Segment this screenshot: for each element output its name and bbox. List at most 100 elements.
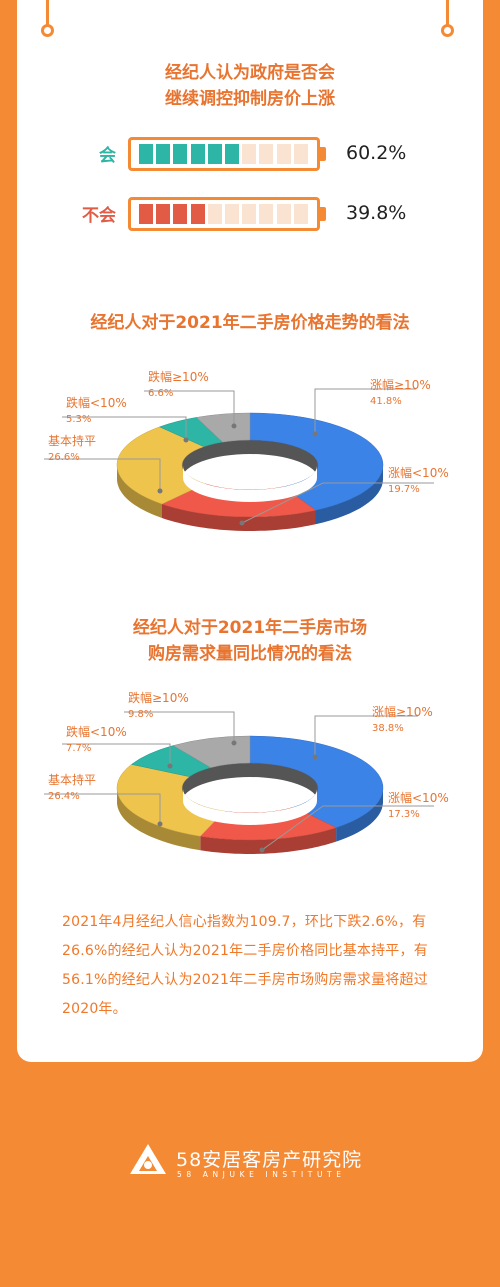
slice-value-4: 9.8% — [128, 709, 153, 720]
donut-side-0 — [336, 788, 383, 842]
slice-label-3: 跌幅<10% — [66, 395, 127, 410]
anjuke-logo-icon — [130, 1144, 166, 1174]
leader-dot-3 — [167, 763, 173, 769]
donut-slice-0 — [249, 412, 384, 511]
slice-label-4: 跌幅≥10% — [148, 369, 209, 384]
battery-segment-filled — [173, 204, 188, 224]
battery-segment-filled — [139, 204, 153, 224]
battery-segment-filled — [190, 144, 205, 164]
no-battery-cap — [320, 207, 326, 221]
slice-value-2: 26.6% — [48, 452, 80, 463]
yes-value: 60.2% — [346, 142, 407, 164]
slice-label-2: 基本持平 — [48, 433, 96, 448]
demand-donut-chart: 涨幅≥10% 38.8% 涨幅<10% 17.3% 基本持平 26.4% 跌幅<10% 7.7… — [44, 690, 449, 854]
leader-dot-4 — [231, 740, 237, 746]
donut-side-1 — [162, 504, 316, 531]
leader-line-2 — [44, 458, 161, 491]
no-value: 39.8% — [346, 202, 407, 224]
ring-connector-right — [446, 0, 449, 26]
donut-slice-0 — [249, 735, 384, 828]
slice-label-2: 基本持平 — [48, 772, 96, 787]
leader-line-0 — [314, 715, 418, 757]
donut-side-2 — [117, 787, 201, 851]
logo-subtitle: 58 ANJUKE INSTITUTE — [177, 1170, 346, 1179]
leader-dot-0 — [312, 431, 318, 437]
yes-battery-bar — [128, 137, 320, 171]
donut-side-1 — [200, 827, 337, 854]
slice-value-2: 26.4% — [48, 791, 80, 802]
slice-label-4: 跌幅≥10% — [128, 690, 189, 705]
leader-dot-3 — [183, 437, 189, 443]
slice-label-3: 跌幅<10% — [66, 724, 127, 739]
battery-segment-empty — [207, 204, 222, 224]
summary-paragraph: 2021年4月经纪人信心指数为109.7，环比下跌2.6%，有26.6%的经纪人… — [62, 914, 428, 1017]
slice-label-1: 涨幅<10% — [388, 790, 449, 805]
battery-segment-filled — [173, 144, 188, 164]
leader-dot-4 — [231, 423, 237, 429]
section1-title-line2: 继续调控抑制房价上涨 — [165, 89, 335, 109]
slice-value-3: 5.3% — [66, 414, 91, 425]
battery-segment-filled — [190, 204, 205, 224]
battery-segment-empty — [259, 204, 274, 224]
yes-battery-cap — [320, 147, 326, 161]
donut-slice-4 — [172, 735, 251, 768]
battery-segment-empty — [293, 144, 308, 164]
battery-segment-empty — [242, 144, 257, 164]
leader-line-2 — [44, 793, 161, 824]
battery-segment-empty — [276, 204, 291, 224]
donut-sides — [117, 465, 383, 531]
donut-side-2 — [117, 465, 162, 518]
price-trend-donut-chart: 涨幅≥10% 41.8% 涨幅<10% 19.7% 基本持平 26.6% 跌幅<10% 5.3… — [44, 369, 449, 531]
donut-hole-wall — [182, 440, 318, 479]
battery-segment-empty — [276, 144, 291, 164]
battery-segment-empty — [242, 204, 257, 224]
slice-label-0: 涨幅≥10% — [370, 377, 431, 392]
leader-line-3 — [62, 416, 187, 440]
battery-segment-filled — [139, 144, 153, 164]
slice-value-4: 6.6% — [148, 388, 173, 399]
leader-line-0 — [314, 388, 416, 434]
donut-hole — [183, 789, 317, 825]
leader-line-4 — [144, 390, 235, 426]
slice-value-0: 41.8% — [370, 396, 402, 407]
leader-dot-1 — [239, 520, 245, 526]
battery-segment-filled — [156, 204, 171, 224]
section1-title-line1: 经纪人认为政府是否会 — [165, 63, 335, 83]
section3-title-line1: 经纪人对于2021年二手房市场 — [132, 618, 368, 638]
leader-dot-0 — [312, 754, 318, 760]
logo-name: 58安居客房产研究院 — [176, 1149, 363, 1171]
ring-connector-left — [46, 0, 49, 26]
section2-title: 经纪人对于2021年二手房价格走势的看法 — [90, 313, 410, 333]
leader-dot-1 — [259, 847, 265, 853]
battery-segment-empty — [225, 204, 239, 224]
leader-dot-2 — [157, 821, 163, 827]
leader-line-4 — [124, 711, 235, 743]
battery-segment-filled — [207, 144, 222, 164]
leader-line-3 — [62, 743, 171, 766]
yes-label: 会 — [99, 146, 116, 166]
battery-segment-filled — [156, 144, 171, 164]
section3-title-line2: 购房需求量同比情况的看法 — [148, 644, 352, 664]
leader-line-1 — [241, 482, 434, 524]
slice-label-0: 涨幅≥10% — [372, 704, 433, 719]
slice-value-0: 38.8% — [372, 723, 404, 734]
donut-hole-wall — [182, 763, 318, 802]
slice-value-3: 7.7% — [66, 743, 91, 754]
slice-value-1: 17.3% — [388, 809, 420, 820]
slice-label-1: 涨幅<10% — [388, 465, 449, 480]
donut-slice-4 — [195, 412, 251, 443]
slice-value-1: 19.7% — [388, 484, 420, 495]
donut-sides — [117, 787, 383, 854]
no-label: 不会 — [82, 206, 116, 226]
battery-segment-empty — [293, 204, 308, 224]
no-battery-bar — [128, 197, 320, 231]
ring-hole-left — [41, 24, 54, 37]
donut-slice-2 — [116, 764, 226, 837]
donut-side-0 — [315, 465, 383, 525]
battery-segment-empty — [259, 144, 274, 164]
ring-hole-right — [441, 24, 454, 37]
leader-dot-2 — [157, 488, 163, 494]
donut-hole — [183, 466, 317, 502]
leader-line-1 — [261, 805, 434, 851]
battery-segment-filled — [225, 144, 239, 164]
